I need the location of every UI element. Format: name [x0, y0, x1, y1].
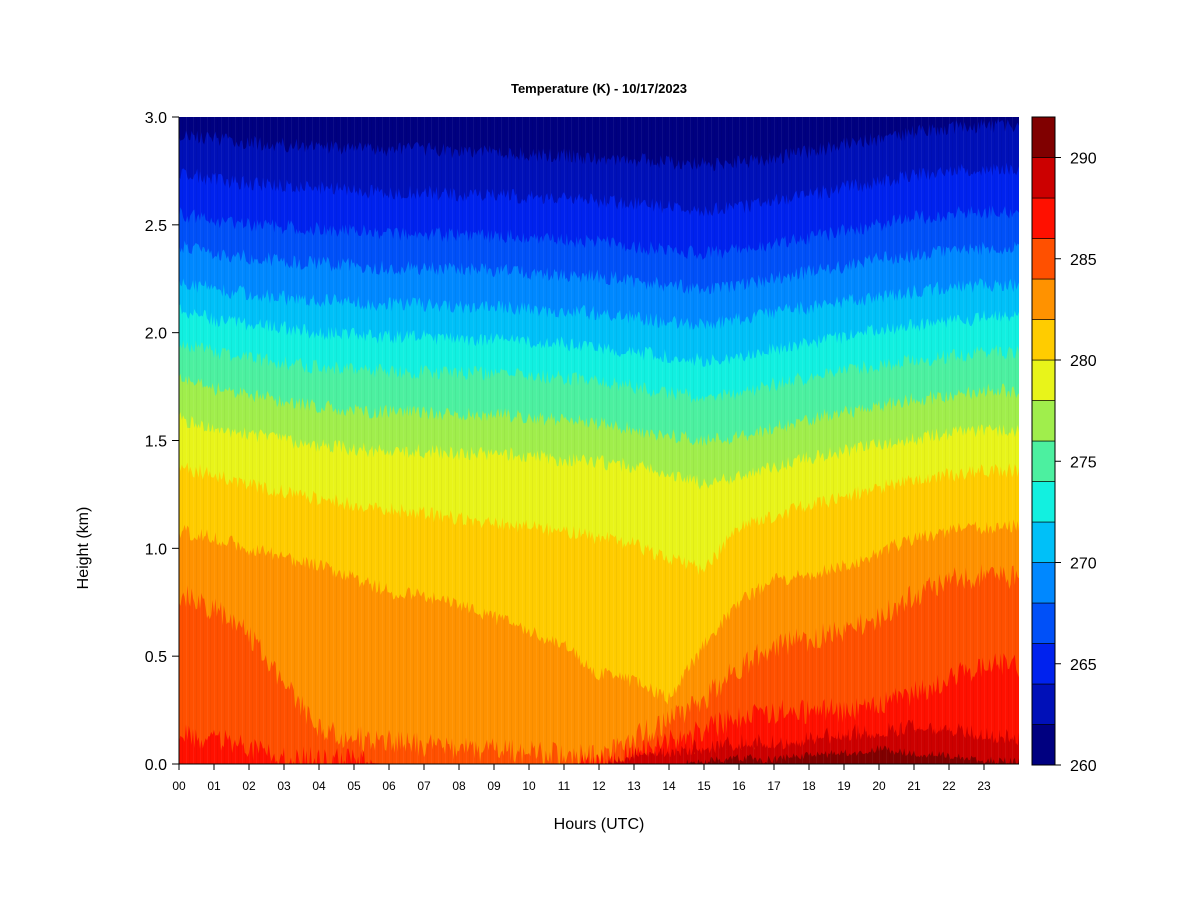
x-tick-label: 22 [942, 779, 956, 793]
colorbar-cell-278k [1031, 359, 1056, 401]
x-tick-label: 10 [522, 779, 536, 793]
colorbar-cell-282k [1031, 278, 1056, 320]
colorbar-cell-286k [1031, 197, 1056, 239]
x-tick-label: 19 [837, 779, 851, 793]
x-axis-ticks: 00 01 02 03 04 05 06 07 08 09 10 11 12 13 14 15 16 17 18 19… [172, 764, 991, 793]
y-tick-label: 3.0 [145, 110, 167, 127]
x-tick-label: 13 [627, 779, 641, 793]
x-tick-label: 06 [382, 779, 396, 793]
colorbar-cell-268k [1031, 562, 1056, 604]
x-tick-label: 20 [872, 779, 886, 793]
colorbar-cell-284k [1031, 238, 1056, 280]
x-tick-label: 11 [558, 779, 571, 793]
colorbar-cell-272k [1031, 481, 1056, 523]
x-tick-label: 23 [977, 779, 991, 793]
x-tick-label: 18 [802, 779, 816, 793]
colorbar-cell-270k [1031, 521, 1056, 563]
x-tick-label: 12 [592, 779, 606, 793]
x-tick-label: 04 [312, 779, 326, 793]
colorbar-cell-280k [1031, 319, 1056, 361]
colorbar-tick-label: 285 [1070, 252, 1097, 269]
colorbar-tick-label: 260 [1070, 758, 1097, 775]
colorbar-cell-288k [1031, 157, 1056, 199]
x-tick-label: 14 [662, 779, 676, 793]
y-tick-label: 1.0 [145, 541, 167, 558]
x-tick-label: 01 [207, 779, 221, 793]
y-tick-label: 1.5 [145, 434, 167, 451]
x-tick-label: 21 [907, 779, 921, 793]
y-tick-label: 2.0 [145, 326, 167, 343]
colorbar-cell-276k [1031, 400, 1056, 442]
colorbar-cell-260k [1031, 724, 1056, 766]
y-tick-label: 0.0 [145, 757, 167, 774]
colorbar-tick-label: 270 [1070, 556, 1097, 573]
x-tick-label: 17 [767, 779, 781, 793]
colorbar-tick-label: 275 [1070, 454, 1097, 471]
x-axis-label: Hours (UTC) [554, 816, 645, 833]
x-tick-label: 16 [732, 779, 746, 793]
colorbar-cell-264k [1031, 643, 1056, 685]
colorbar-cell-290k [1031, 116, 1056, 158]
heatmap-texture-overlay [179, 117, 1019, 764]
colorbar: 260 265 270 275 280 285 290 [1031, 116, 1097, 775]
colorbar-cell-274k [1031, 440, 1056, 482]
heatmap-plot-area [179, 117, 1019, 764]
y-axis-ticks: 0.0 0.5 1.0 1.5 2.0 2.5 3.0 [145, 110, 179, 774]
x-tick-label: 07 [417, 779, 431, 793]
colorbar-cell-262k [1031, 683, 1056, 725]
x-tick-label: 15 [697, 779, 711, 793]
x-tick-label: 02 [242, 779, 256, 793]
colorbar-cells [1031, 116, 1056, 766]
colorbar-ticks: 260 265 270 275 280 285 290 [1055, 151, 1097, 775]
y-tick-label: 0.5 [145, 649, 167, 666]
y-axis-label: Height (km) [75, 507, 92, 590]
x-tick-label: 03 [277, 779, 291, 793]
colorbar-frame [1031, 116, 1056, 766]
colorbar-tick-label: 265 [1070, 657, 1097, 674]
y-tick-label: 2.5 [145, 218, 167, 235]
x-tick-label: 09 [487, 779, 501, 793]
x-tick-label: 05 [347, 779, 361, 793]
x-tick-label: 08 [452, 779, 466, 793]
colorbar-cell-266k [1031, 602, 1056, 644]
x-tick-label: 00 [172, 779, 186, 793]
colorbar-tick-label: 290 [1070, 151, 1097, 168]
colorbar-tick-label: 280 [1070, 353, 1097, 370]
chart-title: Temperature (K) - 10/17/2023 [511, 81, 687, 96]
